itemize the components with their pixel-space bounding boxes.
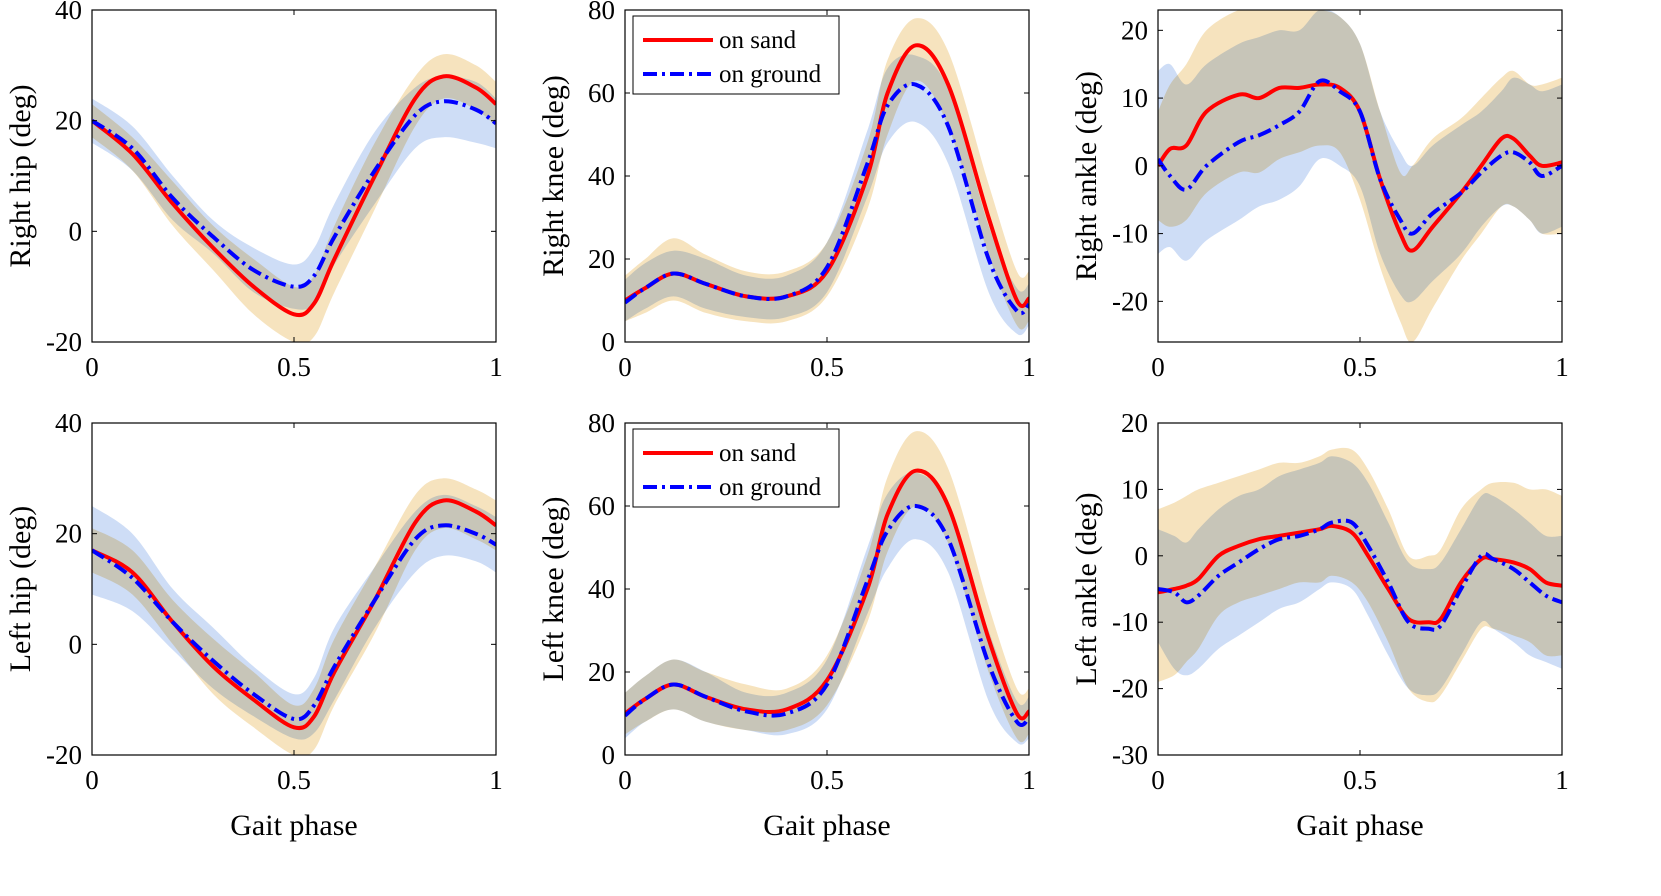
- x-tick-label: 1: [1555, 352, 1569, 382]
- x-tick-label: 0.5: [810, 352, 844, 382]
- x-tick-label: 0: [1151, 352, 1165, 382]
- y-axis-label: Left hip (deg): [4, 506, 37, 673]
- ground-std-band: [1158, 10, 1562, 303]
- y-tick-label: -20: [1112, 674, 1148, 704]
- x-axis-label: Gait phase: [763, 809, 890, 842]
- y-tick-label: 40: [588, 161, 615, 191]
- sand-legend-label: on sand: [719, 27, 797, 54]
- x-tick-label: 0.5: [1343, 352, 1377, 382]
- ground-mean-line: [92, 99, 496, 289]
- y-tick-label: 20: [55, 106, 82, 136]
- ground-legend-label: on ground: [719, 61, 822, 88]
- x-tick-label: 1: [1555, 765, 1569, 795]
- y-tick-label: 80: [588, 408, 615, 438]
- ground-mean-line: [625, 503, 1029, 727]
- ground-mean-line: [1158, 518, 1562, 632]
- x-tick-label: 1: [489, 765, 503, 795]
- y-axis-label: Right knee (deg): [537, 75, 570, 277]
- x-tick-label: 0: [1151, 765, 1165, 795]
- y-tick-label: -30: [1112, 740, 1148, 770]
- ground-mean-line: [625, 82, 1029, 316]
- x-tick-label: 1: [489, 352, 503, 382]
- y-tick-label: 40: [55, 408, 82, 438]
- y-tick-label: 20: [1121, 15, 1148, 45]
- ground-mean-line: [1158, 78, 1562, 236]
- legend-box: [632, 428, 840, 508]
- sand-mean-line: [92, 74, 496, 318]
- x-tick-label: 0.5: [1343, 765, 1377, 795]
- ground-std-band: [625, 472, 1029, 745]
- y-tick-label: 60: [588, 78, 615, 108]
- x-tick-label: 0: [85, 765, 99, 795]
- y-tick-label: -20: [1112, 286, 1148, 316]
- y-tick-label: 20: [55, 519, 82, 549]
- x-tick-label: 1: [1022, 352, 1036, 382]
- y-tick-label: 20: [588, 657, 615, 687]
- y-tick-label: 0: [602, 327, 616, 357]
- x-tick-label: 0.5: [277, 765, 311, 795]
- x-axis-label: Gait phase: [230, 809, 357, 842]
- y-axis-label: Left knee (deg): [537, 497, 570, 682]
- y-axis-label: Right ankle (deg): [1070, 71, 1103, 281]
- x-tick-label: 1: [1022, 765, 1036, 795]
- ground-legend-label: on ground: [719, 474, 822, 501]
- x-axis-label: Gait phase: [1296, 809, 1423, 842]
- y-tick-label: 0: [1135, 151, 1149, 181]
- subplot-left-ankle-deg: 0 0.5 1 -30 -20 -10 0 10 20 Left ankle (deg) Gait …: [1070, 408, 1569, 842]
- y-axis-label: Right hip (deg): [4, 84, 37, 267]
- y-axis-label: Left ankle (deg): [1070, 492, 1103, 685]
- subplot-right-ankle-deg: 0 0.5 1 -20 -10 0 10 20 Right ankle (deg): [1070, 9, 1569, 382]
- x-tick-label: 0: [85, 352, 99, 382]
- legend: on sand on ground: [632, 428, 840, 508]
- legend: on sand on ground: [632, 15, 840, 95]
- ground-std-band: [625, 54, 1029, 336]
- sand-legend-label: on sand: [719, 440, 797, 467]
- y-tick-label: 0: [1135, 541, 1149, 571]
- y-tick-label: 80: [588, 0, 615, 25]
- ground-mean-line: [92, 523, 496, 722]
- legend-box: [632, 15, 840, 95]
- ground-std-band: [1158, 456, 1562, 696]
- y-tick-label: -20: [46, 327, 82, 357]
- x-tick-label: 0: [618, 352, 632, 382]
- y-tick-label: 60: [588, 491, 615, 521]
- y-tick-label: -10: [1112, 219, 1148, 249]
- x-tick-label: 0.5: [810, 765, 844, 795]
- y-tick-label: 0: [602, 740, 616, 770]
- y-tick-label: 20: [588, 244, 615, 274]
- y-tick-label: 20: [1121, 408, 1148, 438]
- y-tick-label: 10: [1121, 83, 1148, 113]
- x-tick-label: 0: [618, 765, 632, 795]
- subplot-left-knee-deg: 0 0.5 1 0 20 40 60 80 Left knee (deg) Gait phase o…: [537, 408, 1036, 842]
- y-tick-label: 10: [1121, 474, 1148, 504]
- x-tick-label: 0.5: [277, 352, 311, 382]
- y-tick-label: 40: [55, 0, 82, 25]
- y-tick-label: -20: [46, 740, 82, 770]
- y-tick-label: 0: [69, 629, 83, 659]
- y-tick-label: 0: [69, 216, 83, 246]
- y-tick-label: 40: [588, 574, 615, 604]
- y-tick-label: -10: [1112, 607, 1148, 637]
